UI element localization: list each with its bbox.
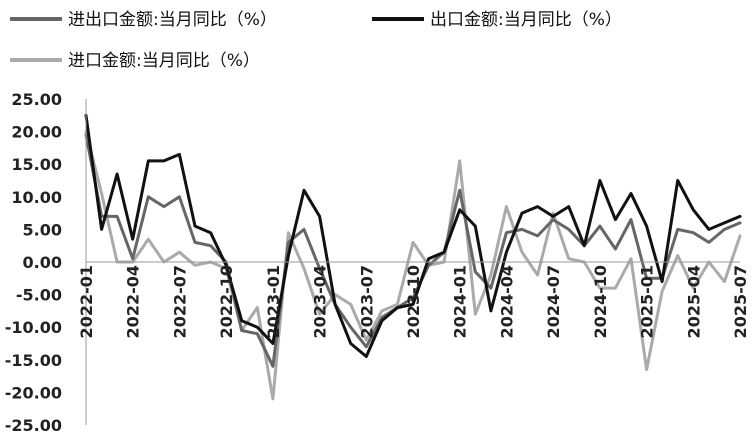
x-tick-label: 2025-07 xyxy=(731,265,750,338)
y-tick-label: -10.00 xyxy=(5,318,62,337)
legend-item-import: 进口金额:当月同比（%） xyxy=(10,51,260,71)
y-tick-label: 25.00 xyxy=(11,90,62,109)
x-tick-label: 2024-04 xyxy=(497,265,516,338)
x-tick-label: 2024-10 xyxy=(591,265,610,338)
legend-label-total: 进出口金额:当月同比（%） xyxy=(68,10,277,30)
x-tick-label: 2025-01 xyxy=(638,265,657,338)
y-tick-label: 5.00 xyxy=(23,220,62,239)
y-axis: 25.00 20.00 15.00 10.00 5.00 0.00 -5.00 -10.00 -… xyxy=(5,90,62,435)
series-line-1 xyxy=(84,113,742,358)
x-tick-label: 2022-07 xyxy=(170,265,189,338)
y-tick-label: -25.00 xyxy=(5,416,62,435)
x-axis: 2022-01 2022-04 2022-07 2022-10 2023-01 2023-… xyxy=(77,265,750,338)
legend-label-import: 进口金额:当月同比（%） xyxy=(68,51,260,71)
legend: 进出口金额:当月同比（%） 出口金额:当月同比（%） 进口金额:当月同比（%） xyxy=(10,10,622,71)
x-tick-label: 2022-10 xyxy=(217,265,236,338)
series-lines xyxy=(84,113,742,401)
y-tick-label: 20.00 xyxy=(11,123,62,142)
y-tick-label: -15.00 xyxy=(5,351,62,370)
x-tick-label: 2024-01 xyxy=(451,265,470,338)
y-tick-label: -20.00 xyxy=(5,383,62,402)
x-tick-label: 2025-04 xyxy=(684,265,703,338)
y-tick-label: 0.00 xyxy=(23,253,62,272)
legend-item-total: 进出口金额:当月同比（%） xyxy=(10,10,277,30)
y-tick-label: 15.00 xyxy=(11,155,62,174)
x-tick-label: 2022-04 xyxy=(124,265,143,338)
y-tick-label: -5.00 xyxy=(16,286,62,305)
series-line-0 xyxy=(84,133,742,368)
x-tick-label: 2024-07 xyxy=(544,265,563,338)
x-tick-label: 2023-07 xyxy=(357,265,376,338)
x-tick-label: 2023-04 xyxy=(311,265,330,338)
series-line-2 xyxy=(84,130,742,401)
legend-item-export: 出口金额:当月同比（%） xyxy=(372,10,622,30)
x-tick-label: 2023-01 xyxy=(264,265,283,338)
legend-label-export: 出口金额:当月同比（%） xyxy=(430,10,622,30)
x-tick-label: 2022-01 xyxy=(77,265,96,338)
x-tick-label: 2023-10 xyxy=(404,265,423,338)
y-tick-label: 10.00 xyxy=(11,188,62,207)
